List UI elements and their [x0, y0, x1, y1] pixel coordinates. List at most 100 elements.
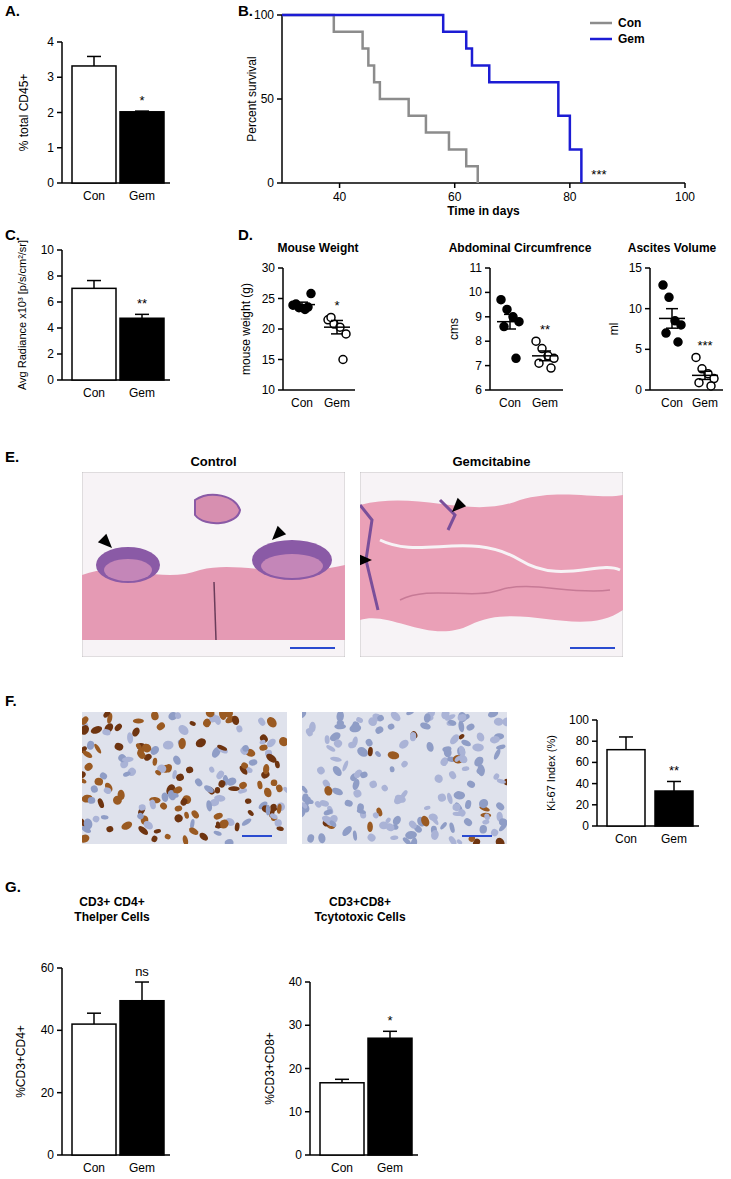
x-tick-label: Gem [661, 832, 687, 846]
dot-panel: D.Mouse Weight1015202530ConGem*mouse wei… [238, 226, 359, 410]
legend-label: Gem [618, 32, 645, 46]
error-cap [135, 314, 149, 316]
error-cap [504, 314, 516, 316]
x-tick-label: Con [661, 396, 683, 410]
nucleus [245, 798, 252, 804]
nucleus [138, 804, 146, 811]
y-tick-label: 50 [261, 92, 275, 106]
nucleus [457, 712, 468, 723]
nucleus [235, 725, 243, 733]
nucleus [82, 833, 91, 844]
y-tick [485, 389, 490, 391]
marks [289, 290, 350, 364]
nucleus [448, 733, 461, 746]
x-tick-label: 40 [333, 190, 347, 204]
bar [72, 288, 116, 380]
x-tick-label: 80 [563, 190, 577, 204]
y-tick [592, 762, 597, 764]
point [547, 364, 555, 372]
image-title: Gemcitabine [452, 454, 530, 469]
panel-label: F. [5, 692, 17, 709]
y-axis-label: mouse weight (g) [239, 283, 253, 375]
dot-panel: Abdominal Circumfrence67891011ConGem**cm… [447, 241, 592, 410]
nucleus [494, 717, 504, 726]
y-tick-label: 100 [254, 8, 274, 22]
y-tick-label: 40 [41, 1023, 55, 1037]
y-axis [61, 250, 63, 380]
nucleus [216, 743, 230, 755]
scale-bar [462, 835, 492, 837]
nucleus [374, 750, 382, 758]
nucleus [120, 820, 133, 832]
nucleus [372, 811, 380, 819]
error-cap [667, 781, 681, 783]
error-cap [296, 301, 308, 303]
x-tick [684, 183, 686, 188]
bar-panel: C.0246810ConGem**Avg Radiance x10³ [p/s/… [5, 226, 170, 400]
error-bar [619, 737, 633, 750]
nucleus [216, 821, 221, 829]
bar-panel: A.01234ConGem*% total CD45+ [5, 2, 170, 203]
x-tick [454, 183, 456, 188]
nucleus [153, 828, 161, 834]
nucleus [446, 792, 454, 805]
y-tick-label: 0 [267, 176, 274, 190]
error-cap [87, 1012, 101, 1014]
y-tick [645, 389, 650, 391]
nucleus [276, 826, 284, 832]
panel-label: B. [238, 2, 253, 19]
error-cap [331, 320, 343, 322]
nucleus [465, 723, 475, 732]
nucleus [101, 815, 109, 820]
y-axis-label: %CD3+CD8+ [263, 1032, 277, 1105]
error-stem [336, 320, 338, 333]
nucleus [117, 790, 125, 801]
y-axis-label: Percent survival [245, 56, 259, 141]
error-bar [504, 314, 516, 329]
error-bar [87, 281, 101, 289]
y-tick [57, 1092, 62, 1094]
x-tick-label: Con [499, 396, 521, 410]
y-tick [57, 249, 62, 251]
y-tick [592, 783, 597, 785]
error-bar [331, 320, 343, 333]
chart-subtitle: Tcytotoxic Cells [314, 910, 405, 924]
marks [282, 15, 581, 183]
nucleus [241, 744, 250, 753]
nucleus [136, 812, 145, 821]
y-tick [485, 292, 490, 294]
nucleus [83, 818, 94, 830]
y-tick-label: 40 [289, 975, 303, 989]
marks [72, 281, 164, 380]
y-tick [645, 267, 650, 269]
nucleus [336, 719, 344, 726]
nucleus [265, 737, 277, 749]
nucleus [425, 741, 434, 753]
y-axis [596, 720, 598, 826]
y-tick-label: 0 [47, 176, 54, 190]
error-stem [93, 1013, 95, 1024]
y-axis [489, 268, 491, 390]
y-tick [57, 182, 62, 184]
tumor-nodule [261, 554, 323, 578]
legend-swatch [590, 38, 612, 41]
nucleus [332, 738, 343, 749]
x-axis [283, 389, 355, 391]
y-tick-label: 8 [47, 269, 54, 283]
y-tick [57, 327, 62, 329]
nucleus [475, 766, 485, 776]
y-tick [485, 340, 490, 342]
nucleus [366, 716, 378, 728]
y-tick-label: 20 [289, 1062, 303, 1076]
y-tick [278, 389, 283, 391]
point [339, 356, 347, 364]
image-frame [360, 472, 623, 657]
nucleus [203, 784, 215, 795]
nucleus [484, 813, 491, 821]
nucleus [498, 817, 507, 827]
point [674, 338, 682, 346]
y-tick-label: 8 [475, 334, 482, 348]
nucleus [492, 748, 501, 761]
nucleus [133, 718, 144, 723]
nucleus [234, 822, 240, 831]
